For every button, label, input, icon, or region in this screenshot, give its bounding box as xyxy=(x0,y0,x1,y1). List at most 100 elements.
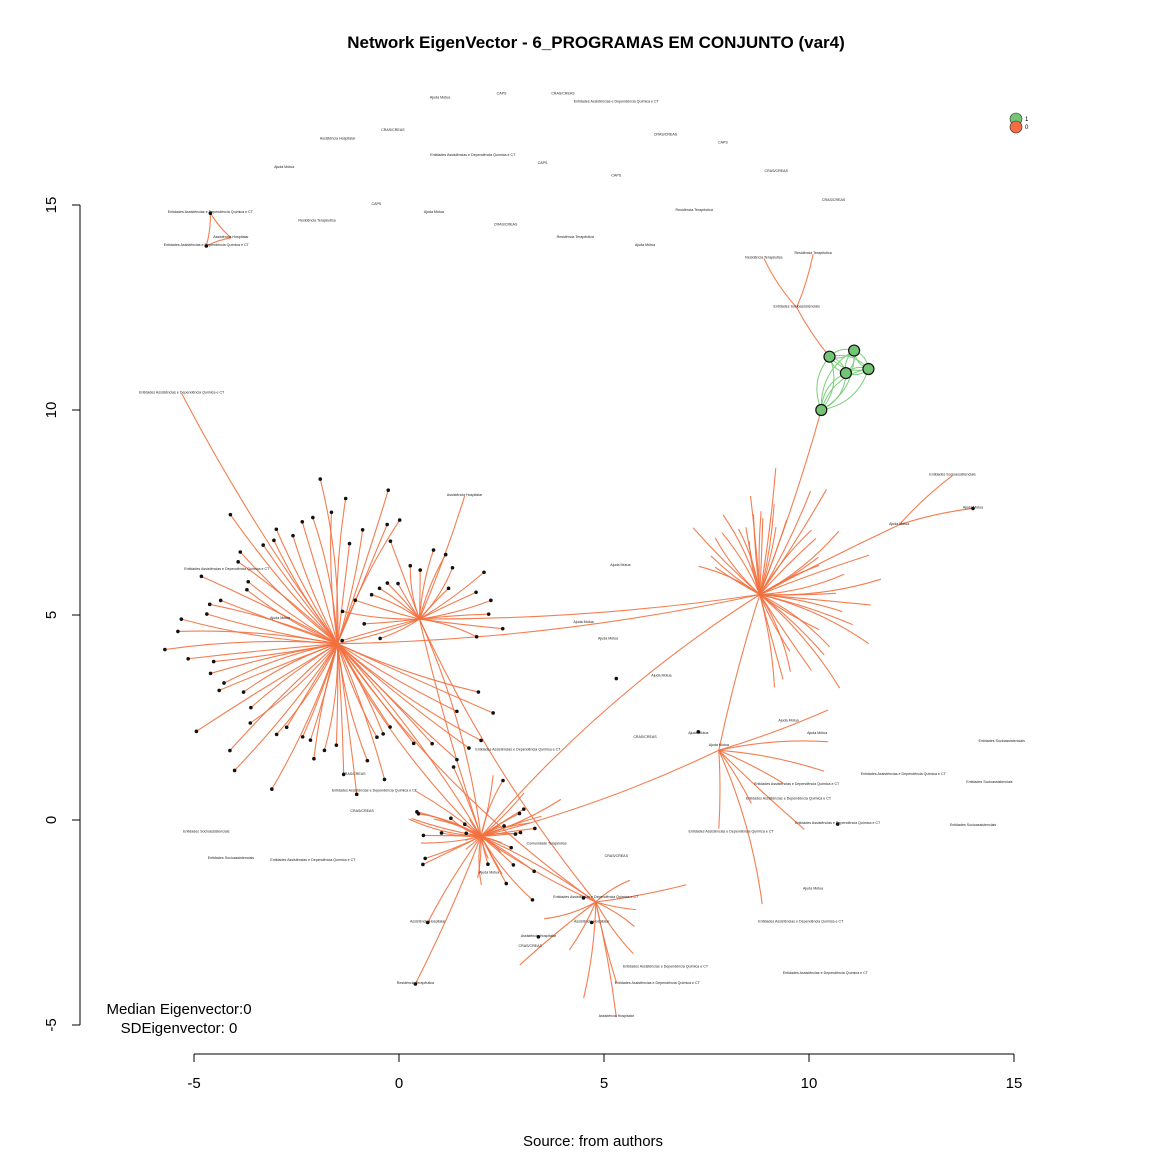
network-edge xyxy=(759,593,853,626)
network-node xyxy=(388,539,393,543)
network-edge xyxy=(419,599,492,620)
network-edge xyxy=(718,594,761,751)
network-edge xyxy=(595,879,631,903)
network-edge xyxy=(480,835,512,849)
network-edge xyxy=(337,643,482,741)
network-node xyxy=(205,612,209,616)
network-edge xyxy=(796,254,814,308)
node-label: Assistência Hospitalar xyxy=(447,493,483,497)
network-node xyxy=(228,512,233,517)
network-edge xyxy=(480,836,489,859)
network-edge xyxy=(337,643,482,837)
node-label: Comunidade Terapêutica xyxy=(527,842,567,846)
network-edge xyxy=(209,212,232,239)
network-edge xyxy=(389,540,421,620)
network-edge xyxy=(419,618,477,638)
node-label: Ajuda Mútua xyxy=(807,731,827,735)
node-label: Ajuda Mútua xyxy=(274,165,294,169)
network-edge xyxy=(229,643,338,751)
legend-label-0: 0 xyxy=(1025,125,1029,131)
network-node xyxy=(425,920,430,925)
network-node xyxy=(530,898,535,902)
node-label: CRAS/CREAS xyxy=(381,128,405,132)
network-edge xyxy=(411,818,482,837)
network-edge xyxy=(379,618,420,639)
network-node xyxy=(413,982,418,986)
network-node xyxy=(378,636,382,641)
network-node xyxy=(248,721,253,725)
network-edge xyxy=(796,307,830,358)
network-edge xyxy=(337,643,479,693)
x-tick-label: 15 xyxy=(1006,1075,1023,1092)
x-tick-label: 5 xyxy=(600,1075,608,1092)
network-edge xyxy=(336,524,388,644)
network-edge xyxy=(275,529,338,644)
network-edge xyxy=(249,643,338,724)
network-edge xyxy=(721,532,761,595)
node-label: Entidades Assistências e Dependência Quí… xyxy=(758,920,844,924)
network-node xyxy=(308,738,313,742)
network-edge xyxy=(342,610,420,620)
y-tick-label: 5 xyxy=(43,611,60,619)
node-label: CRAS/CREAS xyxy=(494,223,518,227)
network-edge xyxy=(247,581,338,645)
network-node xyxy=(347,541,352,546)
network-edge xyxy=(692,527,761,595)
network-edge xyxy=(319,478,339,644)
node-label: Entidades Assistências e Dependência Quí… xyxy=(746,797,832,801)
network-node xyxy=(479,738,483,743)
network-edge xyxy=(698,565,761,595)
network-node xyxy=(518,830,523,835)
node-label: Entidades Assistências e Dependência Quí… xyxy=(553,895,639,899)
network-node xyxy=(334,743,339,747)
network-edge xyxy=(213,643,338,663)
network-node xyxy=(284,725,289,730)
node-label: Ajuda Mútua xyxy=(635,243,655,247)
network-edge xyxy=(478,836,482,885)
network-edge xyxy=(408,818,482,837)
node-label-layer: Ajuda Mútua CAPS CRAS/CREAS Entidades Assis… xyxy=(139,91,1025,1018)
network-node xyxy=(386,488,391,493)
network-node xyxy=(291,533,295,538)
network-node xyxy=(272,538,276,543)
node-label: Residência Terapêutica xyxy=(676,208,713,212)
node-label: Entidades Assistências e Dependência Quí… xyxy=(861,772,947,776)
network-edge xyxy=(595,901,634,954)
network-node xyxy=(199,574,204,579)
network-node xyxy=(365,758,370,763)
node-label: Entidades Socioassistenciais xyxy=(950,823,997,827)
node-label: Residência Terapêutica xyxy=(557,235,594,239)
network-node xyxy=(300,519,305,524)
network-edge xyxy=(292,535,338,644)
network-edge xyxy=(722,514,761,595)
network-node xyxy=(511,863,516,867)
network-edge xyxy=(595,901,636,911)
network-edge xyxy=(759,573,845,596)
network-node xyxy=(186,656,190,661)
node-label: Ajuda Mútua xyxy=(598,637,618,641)
y-tick-label: 10 xyxy=(43,402,60,419)
network-edge xyxy=(336,643,345,775)
network-edge xyxy=(480,780,504,837)
network-node xyxy=(382,777,387,782)
network-edge xyxy=(337,643,597,903)
network-edge xyxy=(419,618,503,630)
network-node xyxy=(443,552,448,557)
network-node xyxy=(204,244,209,248)
network-node xyxy=(385,581,390,585)
network-edge xyxy=(337,618,420,645)
node-label: Entidades Assistências e Dependência Quí… xyxy=(332,788,418,792)
network-edge xyxy=(336,498,347,644)
network-node xyxy=(340,638,344,643)
network-node xyxy=(467,746,471,750)
network-edge xyxy=(759,518,764,595)
node-label: CRAS/CREAS xyxy=(654,132,678,136)
node-label: CAPS xyxy=(497,91,507,95)
network-edge xyxy=(759,594,820,631)
node-label: Assistência Hospitalar xyxy=(599,1014,635,1018)
sd-eigenvector: SDEigenvector: 0 xyxy=(121,1020,238,1037)
cluster-node xyxy=(847,344,861,357)
network-edge xyxy=(336,529,364,644)
network-edge xyxy=(337,643,482,837)
network-node xyxy=(491,711,495,715)
